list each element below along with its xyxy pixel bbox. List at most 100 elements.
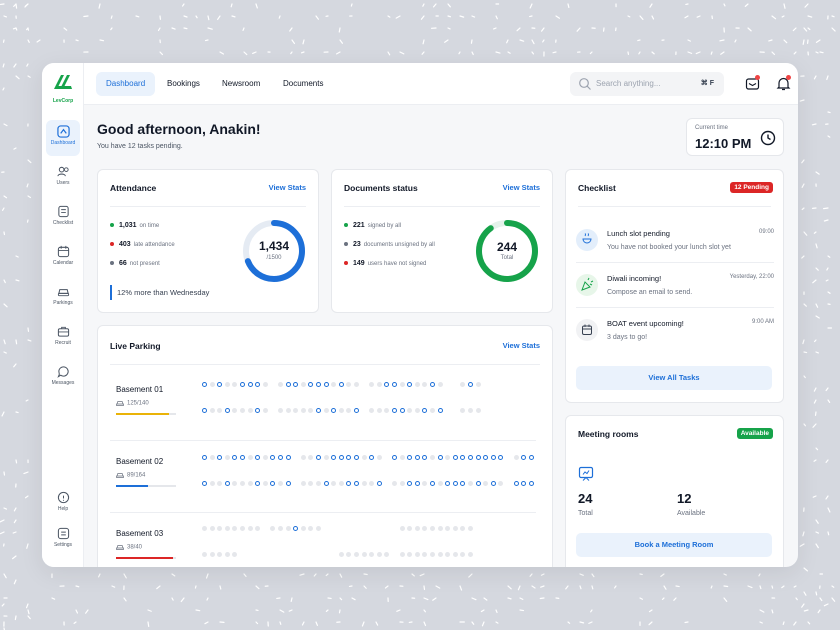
background-dash — [695, 51, 701, 55]
attendance-donut-sub: /1500 — [266, 255, 282, 261]
parking-slot-occupied — [521, 481, 527, 486]
parking-slot-occupied — [202, 408, 207, 413]
checklist-item-title: Diwali incoming! — [607, 274, 662, 283]
parking-slot-free — [262, 481, 268, 486]
background-dash — [649, 3, 653, 8]
legend-row: 1,031 on time — [110, 222, 159, 229]
sidebar-item-help[interactable]: Help — [46, 486, 80, 522]
checklist-item[interactable]: Diwali incoming! Yesterday, 22:00 Compos… — [576, 268, 774, 308]
legend-label: late attendance — [133, 242, 175, 248]
parking-slot-free — [346, 382, 352, 387]
tab-newsroom[interactable]: Newsroom — [222, 79, 261, 88]
background-dash — [468, 573, 473, 578]
documents-donut-arc — [476, 220, 538, 282]
background-dash — [278, 15, 281, 19]
divider — [110, 440, 536, 441]
background-dash — [803, 231, 808, 236]
background-dash — [801, 603, 805, 608]
sidebar: LevCorp Dashboard Users Checklist Calend… — [42, 63, 84, 567]
logo[interactable]: LevCorp — [51, 73, 75, 105]
background-dash — [204, 621, 209, 625]
sidebar-item-recruit[interactable]: Recruit — [46, 320, 80, 356]
parking-slot-occupied — [285, 455, 291, 460]
background-dash — [290, 597, 293, 603]
background-dash — [531, 585, 536, 589]
parking-slot-occupied — [270, 455, 276, 460]
inbox-icon[interactable] — [745, 76, 760, 91]
background-dash — [423, 597, 429, 601]
tab-dashboard[interactable]: Dashboard — [96, 72, 156, 96]
basement-count-value: 38/40 — [127, 544, 143, 551]
background-dash — [27, 615, 31, 620]
search-input[interactable]: Search anything... ⌘ F — [570, 72, 724, 96]
app-window: LevCorp Dashboard Users Checklist Calend… — [42, 63, 798, 567]
background-dash — [15, 411, 19, 414]
background-dash — [387, 51, 391, 56]
background-dash — [827, 111, 831, 114]
bell-icon[interactable] — [776, 76, 791, 91]
parking-slot-occupied — [247, 382, 253, 387]
background-dash — [3, 195, 8, 199]
attendance-card: Attendance View Stats 1,031 on time 403 la… — [97, 169, 319, 313]
background-dash — [411, 573, 415, 577]
sidebar-item-checklist[interactable]: Checklist — [46, 200, 80, 236]
parking-slot-free — [414, 526, 420, 531]
background-dash — [217, 15, 221, 21]
background-dash — [495, 51, 501, 54]
divider — [576, 307, 774, 308]
settings-icon — [57, 527, 69, 540]
meeting-rooms-total: 24 — [578, 491, 593, 506]
parking-slot-free — [430, 455, 435, 460]
background-dash — [687, 51, 693, 54]
background-dash — [825, 387, 829, 392]
documents-view-stats-link[interactable]: View Stats — [502, 183, 540, 192]
book-meeting-room-button[interactable]: Book a Meeting Room — [576, 533, 772, 557]
background-dash — [815, 447, 819, 451]
tab-bookings[interactable]: Bookings — [167, 79, 200, 88]
view-all-tasks-button[interactable]: View All Tasks — [576, 366, 772, 390]
parking-slot-occupied — [293, 382, 299, 387]
basement-count: 38/40 — [116, 544, 142, 551]
sidebar-item-messages[interactable]: Messages — [46, 360, 80, 396]
legend-value: 23 — [353, 241, 361, 248]
parking-slot-free — [338, 408, 344, 413]
logo-icon — [54, 75, 72, 89]
current-time-label: Current time — [695, 125, 729, 131]
background-dash — [802, 531, 805, 537]
background-dash — [111, 585, 116, 588]
sidebar-item-settings[interactable]: Settings — [46, 522, 80, 558]
parking-slot-free — [468, 526, 473, 531]
sidebar-item-label: Help — [57, 506, 69, 512]
legend-dot — [110, 223, 114, 228]
background-dash — [801, 159, 805, 164]
basement-count-value: 125/140 — [127, 400, 149, 407]
checklist-item[interactable]: Lunch slot pending 09:00 You have not bo… — [576, 223, 774, 263]
background-dash — [171, 597, 174, 601]
parking-slot-occupied — [232, 455, 238, 460]
messages-icon — [56, 366, 69, 378]
parking-slot-occupied — [490, 455, 496, 460]
parking-slot-free — [430, 408, 435, 413]
parking-slot-free — [460, 382, 466, 387]
parking-slot-occupied — [483, 455, 489, 460]
inbox-notification-dot — [755, 75, 760, 80]
brand-name: LevCorp — [52, 98, 74, 104]
checklist-item[interactable]: BOAT event upcoming! 9:00 AM 3 days to g… — [576, 313, 774, 353]
parking-slot-free — [445, 552, 451, 557]
background-dash — [3, 303, 8, 308]
background-dash — [27, 195, 32, 199]
sidebar-item-label: Recruit — [55, 340, 71, 346]
background-dash — [747, 585, 753, 589]
sidebar-item-parkings[interactable]: Parkings — [46, 280, 80, 316]
sidebar-item-calendar[interactable]: Calendar — [46, 240, 80, 276]
sidebar-item-dashboard[interactable]: Dashboard — [46, 120, 80, 156]
parking-slot-free — [316, 481, 321, 486]
attendance-view-stats-link[interactable]: View Stats — [268, 183, 306, 192]
parking-slot-free — [308, 455, 314, 460]
sidebar-item-users[interactable]: Users — [46, 160, 80, 196]
parking-view-stats-link[interactable]: View Stats — [502, 341, 540, 350]
background-dash — [815, 543, 819, 549]
tab-documents[interactable]: Documents — [283, 79, 324, 88]
basement-fill-bar-level — [116, 485, 149, 487]
background-dash — [813, 387, 817, 392]
